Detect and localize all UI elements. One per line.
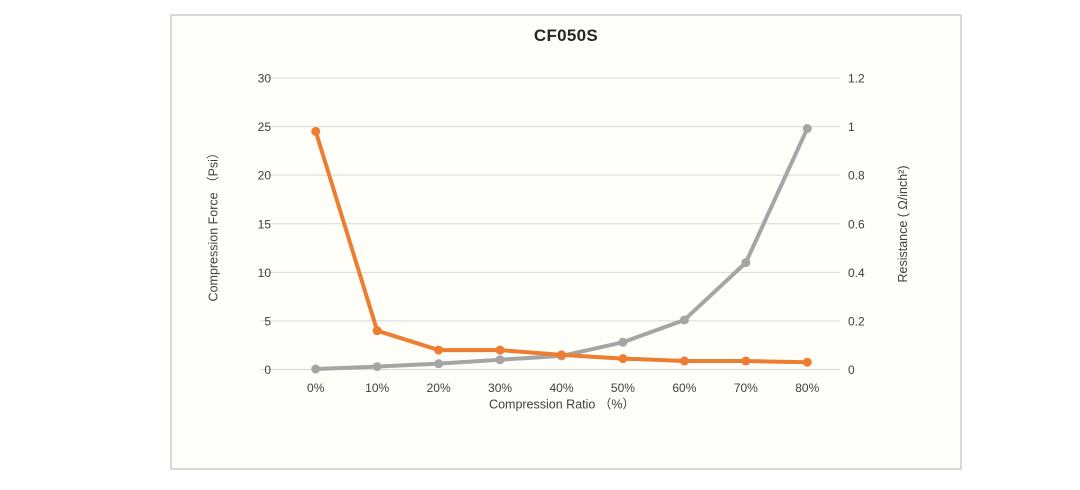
x-axis-tick-label: 50%: [611, 381, 635, 395]
right-axis-tick-label: 0.8: [848, 169, 865, 183]
left-axis-tick-label: 5: [264, 314, 271, 328]
left-axis-tick-label: 10: [258, 266, 272, 280]
data-point-resistance: [434, 345, 444, 355]
x-axis-tick-label: 40%: [549, 381, 573, 395]
data-point-resistance: [557, 350, 566, 360]
data-point-resistance: [372, 326, 382, 336]
x-axis-tick-label: 30%: [488, 381, 512, 395]
left-axis-title: Compression Force （Psi）: [206, 146, 221, 302]
left-axis-tick-label: 20: [258, 169, 272, 183]
x-axis-tick-label: 10%: [365, 381, 389, 395]
x-axis-tick-label: 70%: [734, 381, 758, 395]
series-line-resistance: [313, 129, 810, 365]
chart-plot-area: 0 5 10 15 20 25 30 0 0.2 0.4 0.6 0.8 1 1.2 0% 10% 20% 30%…: [258, 72, 865, 396]
data-point-resistance: [618, 354, 628, 364]
data-point-resistance: [741, 356, 751, 366]
x-axis-tick-label: 0%: [307, 381, 325, 395]
right-axis-tick-label: 1: [848, 120, 855, 134]
data-point-compression-force: [495, 355, 505, 365]
x-axis-tick-label: 60%: [672, 381, 696, 395]
right-axis-tick-label: 0.4: [848, 266, 865, 280]
data-point-resistance: [495, 345, 505, 355]
x-axis-tick-label: 80%: [795, 381, 819, 395]
left-axis-tick-label: 0: [264, 363, 271, 377]
data-point-compression-force: [618, 337, 628, 347]
right-axis-tick-label: 0: [848, 363, 855, 377]
left-axis-tick-label: 30: [258, 72, 272, 86]
data-point-compression-force: [802, 124, 812, 134]
right-axis-tick-label: 1.2: [848, 72, 865, 86]
left-axis-tick-label: 15: [258, 217, 272, 231]
right-axis-tick-label: 0.6: [848, 217, 865, 231]
data-point-compression-force: [741, 258, 751, 268]
right-axis-tick-label: 0.2: [848, 314, 865, 328]
data-point-compression-force: [434, 359, 444, 369]
data-point-compression-force: [679, 315, 689, 325]
data-point-compression-force: [372, 362, 382, 372]
x-axis-title: Compression Ratio （%）: [489, 397, 635, 412]
data-point-resistance: [679, 356, 689, 366]
x-axis-tick-label: 20%: [427, 381, 451, 395]
data-point-resistance: [802, 357, 812, 367]
data-point-compression-force: [311, 364, 321, 374]
chart-title: CF050S: [533, 26, 599, 45]
data-point-resistance: [311, 126, 321, 136]
chart-container: CF050S 0 5 10 15 20 25 30 0 0.2 0.4 0.6 0.8 1 1.2 0% 10…: [170, 14, 962, 470]
left-axis-tick-label: 25: [258, 120, 272, 134]
right-axis-title: Resistance ( Ω/inch²): [896, 165, 910, 283]
